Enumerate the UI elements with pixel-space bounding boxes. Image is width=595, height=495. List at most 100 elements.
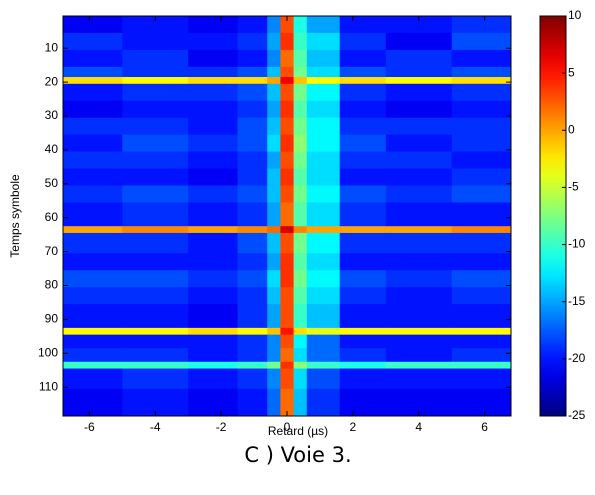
heatmap-cell [306, 388, 341, 417]
heatmap-cell [306, 168, 341, 186]
heatmap-cell [188, 348, 239, 363]
y-tick-label: 30 [45, 108, 59, 122]
heatmap-cell [280, 16, 295, 34]
y-tick-label: 110 [39, 379, 58, 393]
heatmap-cell [339, 117, 387, 136]
heatmap-cell [339, 202, 387, 227]
heatmap-cell [280, 304, 295, 329]
heatmap-cell [385, 100, 453, 119]
heatmap-cell [451, 66, 512, 78]
heatmap-cell [306, 202, 341, 227]
heatmap-cell [237, 168, 268, 186]
heatmap-cell [267, 361, 281, 370]
colorbar-tick-label: -15 [568, 294, 586, 308]
heatmap-cell [63, 16, 123, 34]
heatmap-cell [306, 334, 341, 349]
heatmap-cell [280, 66, 295, 78]
heatmap-cell [339, 334, 387, 349]
heatmap-cell [267, 348, 281, 363]
heatmap-cell [385, 117, 453, 136]
heatmap-cell [293, 368, 308, 390]
heatmap-cell [293, 83, 308, 102]
heatmap-cell [451, 232, 512, 254]
heatmap-cell [293, 226, 308, 234]
heatmap-cell [306, 117, 341, 136]
y-tick-label: 90 [45, 312, 59, 326]
heatmap-cell [451, 361, 512, 370]
heatmap-cell [188, 151, 239, 170]
heatmap-cell [451, 77, 512, 85]
heatmap-cell [63, 83, 123, 102]
heatmap-cell [280, 49, 295, 68]
y-axis-label: Temps symbole [8, 174, 22, 258]
heatmap-cell [280, 151, 295, 170]
heatmap-cell [385, 16, 453, 34]
x-tick-label: 6 [481, 420, 488, 434]
heatmap-cell [306, 226, 341, 234]
heatmap-cell [237, 202, 268, 227]
heatmap-cell [63, 77, 123, 85]
heatmap-cell [63, 361, 123, 370]
heatmap-cell [122, 134, 189, 153]
heatmap-cell [188, 66, 239, 78]
heatmap-cell [385, 66, 453, 78]
heatmap-cell [122, 334, 189, 349]
heatmap-cell [339, 327, 387, 336]
heatmap-cell [237, 368, 268, 390]
heatmap-cell [293, 185, 308, 203]
heatmap-cell [280, 168, 295, 186]
heatmap-cell [188, 168, 239, 186]
heatmap-cell [63, 253, 123, 271]
heatmap-cell [267, 226, 281, 234]
heatmap-cell [306, 49, 341, 68]
heatmap-cell [237, 100, 268, 119]
heatmap-cell [63, 287, 123, 305]
heatmap-cell [293, 16, 308, 34]
heatmap-cell [385, 327, 453, 336]
heatmap-cell [237, 83, 268, 102]
heatmap-cell [237, 334, 268, 349]
heatmap-cell [293, 232, 308, 254]
heatmap-cell [451, 134, 512, 153]
heatmap-cell [267, 327, 281, 336]
heatmap-cell [267, 202, 281, 227]
heatmap-cell [63, 151, 123, 170]
heatmap-cell [122, 202, 189, 227]
heatmap-cell [237, 32, 268, 51]
heatmap-cell [63, 202, 123, 227]
heatmap-cell [63, 348, 123, 363]
heatmap-cell [293, 253, 308, 271]
heatmap-cell [306, 77, 341, 85]
x-tick-label: 2 [350, 420, 357, 434]
heatmap-cell [306, 253, 341, 271]
heatmap-cell [188, 83, 239, 102]
heatmap-cell [188, 232, 239, 254]
x-tick-label: 4 [415, 420, 422, 434]
heatmap-cell [293, 304, 308, 329]
heatmap-cell [293, 348, 308, 363]
heatmap-cell [306, 327, 341, 336]
heatmap-cell [237, 348, 268, 363]
heatmap-cell [339, 83, 387, 102]
y-tick-label: 40 [45, 142, 59, 156]
heatmap-cell [122, 253, 189, 271]
heatmap-cell [188, 49, 239, 68]
heatmap-cell [451, 368, 512, 390]
heatmap-cell [63, 100, 123, 119]
heatmap-cell [188, 117, 239, 136]
y-tick-label: 100 [38, 345, 58, 359]
heatmap-cell [385, 49, 453, 68]
heatmap-cell [293, 134, 308, 153]
heatmap-cell [122, 100, 189, 119]
heatmap-cell [293, 202, 308, 227]
heatmap-cell [122, 66, 189, 78]
heatmap-cell [339, 304, 387, 329]
heatmap-cell [237, 151, 268, 170]
y-tick-label: 70 [45, 244, 59, 258]
heatmap-cell [293, 32, 308, 51]
heatmap-cell [188, 16, 239, 34]
heatmap-cell [451, 49, 512, 68]
heatmap-cell [122, 77, 189, 85]
heatmap-cell [122, 83, 189, 102]
x-axis-label: Retard (µs) [268, 424, 328, 438]
